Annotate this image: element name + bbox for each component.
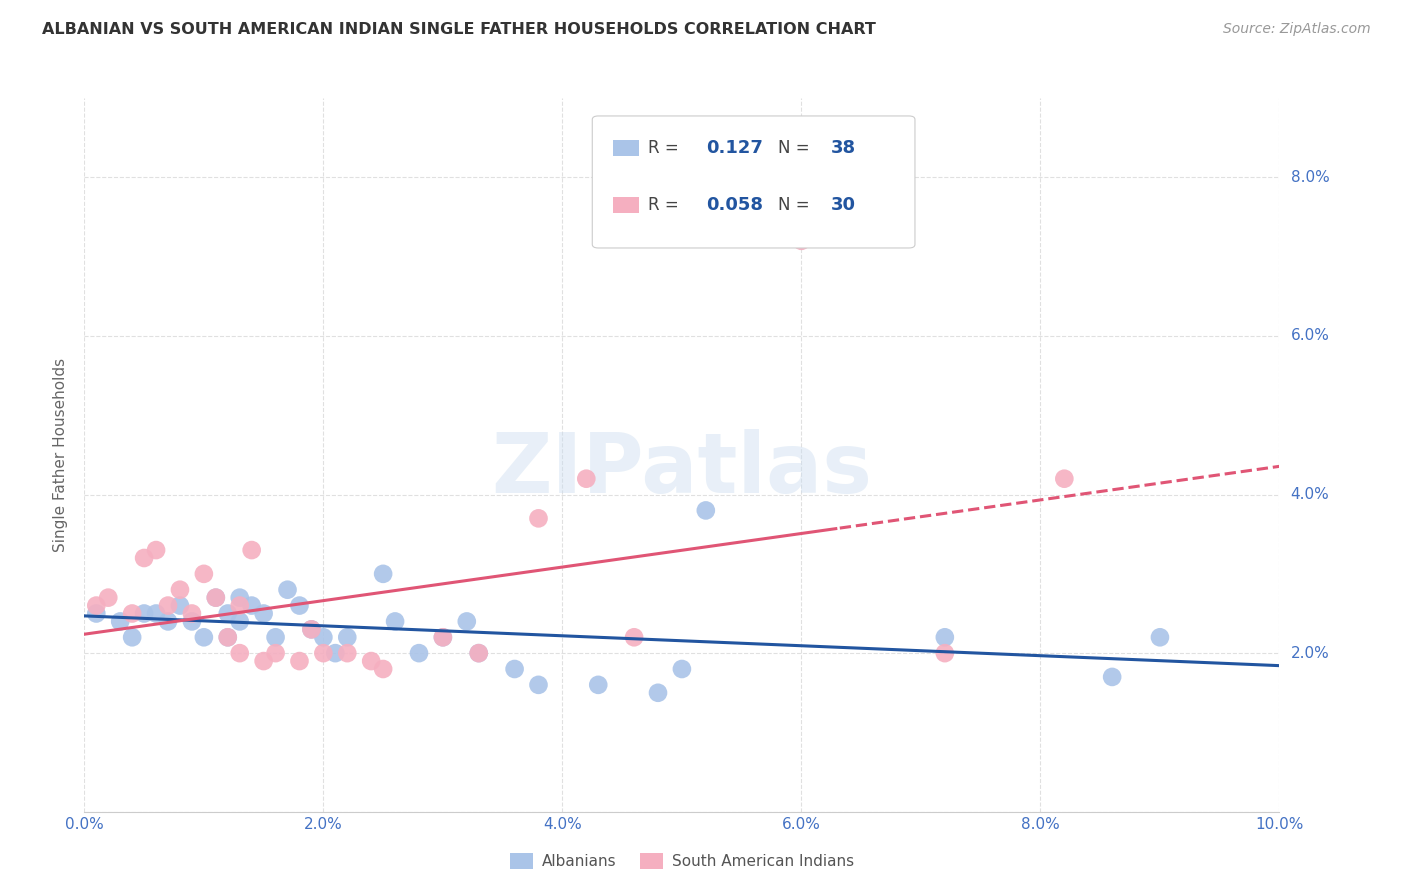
Point <box>468 646 491 660</box>
Point <box>288 654 311 668</box>
Point <box>1053 472 1076 486</box>
Text: 38: 38 <box>831 139 856 157</box>
Point <box>180 607 202 621</box>
Point <box>336 646 359 660</box>
Point <box>217 630 239 644</box>
Point <box>301 623 323 637</box>
Point <box>432 630 454 644</box>
Point <box>240 543 263 558</box>
Point <box>157 599 180 613</box>
Point <box>193 566 215 581</box>
FancyBboxPatch shape <box>613 197 638 213</box>
Point <box>110 615 132 629</box>
Point <box>588 678 610 692</box>
Point <box>253 607 276 621</box>
Point <box>408 646 430 660</box>
Point <box>86 607 108 621</box>
Point <box>253 654 276 668</box>
Point <box>312 646 335 660</box>
FancyBboxPatch shape <box>613 140 638 156</box>
Point <box>217 607 239 621</box>
Legend: Albanians, South American Indians: Albanians, South American Indians <box>503 847 860 875</box>
Text: 4.0%: 4.0% <box>1291 487 1329 502</box>
Point <box>145 543 167 558</box>
Point <box>228 615 252 629</box>
Point <box>575 472 598 486</box>
Point <box>527 678 550 692</box>
Point <box>1101 670 1123 684</box>
Point <box>264 646 287 660</box>
Point <box>264 630 287 644</box>
Point <box>934 630 956 644</box>
Point <box>132 551 156 566</box>
Point <box>312 630 335 644</box>
Point <box>301 623 323 637</box>
Point <box>228 599 252 613</box>
Point <box>288 599 311 613</box>
Point <box>205 591 228 605</box>
Point <box>86 599 108 613</box>
Text: 2.0%: 2.0% <box>1291 646 1329 661</box>
Point <box>371 662 394 676</box>
Point <box>323 646 347 660</box>
Point <box>217 630 239 644</box>
Point <box>121 607 143 621</box>
Point <box>336 630 359 644</box>
Point <box>695 503 717 517</box>
Text: N =: N = <box>778 196 808 214</box>
Point <box>121 630 143 644</box>
Point <box>1149 630 1171 644</box>
Text: 30: 30 <box>831 196 856 214</box>
Text: R =: R = <box>648 196 679 214</box>
Point <box>790 234 813 248</box>
Point <box>228 646 252 660</box>
Point <box>240 599 263 613</box>
Point <box>228 591 252 605</box>
Point <box>157 615 180 629</box>
Point <box>169 582 191 597</box>
Point <box>193 630 215 644</box>
Point <box>432 630 454 644</box>
Text: 6.0%: 6.0% <box>1291 328 1330 343</box>
Point <box>468 646 491 660</box>
FancyBboxPatch shape <box>592 116 915 248</box>
Text: R =: R = <box>648 139 679 157</box>
Text: 0.058: 0.058 <box>706 196 763 214</box>
Point <box>371 566 394 581</box>
Point <box>623 630 645 644</box>
Point <box>169 599 191 613</box>
Point <box>132 607 156 621</box>
Point <box>276 582 298 597</box>
Text: ALBANIAN VS SOUTH AMERICAN INDIAN SINGLE FATHER HOUSEHOLDS CORRELATION CHART: ALBANIAN VS SOUTH AMERICAN INDIAN SINGLE… <box>42 22 876 37</box>
Text: 8.0%: 8.0% <box>1291 169 1329 185</box>
Point <box>503 662 526 676</box>
Point <box>205 591 228 605</box>
Point <box>671 662 693 676</box>
Point <box>647 686 669 700</box>
Point <box>145 607 167 621</box>
Point <box>180 615 202 629</box>
Point <box>97 591 120 605</box>
Text: 0.127: 0.127 <box>706 139 762 157</box>
Text: ZIPatlas: ZIPatlas <box>492 429 872 509</box>
Y-axis label: Single Father Households: Single Father Households <box>53 358 69 552</box>
Point <box>384 615 406 629</box>
Text: Source: ZipAtlas.com: Source: ZipAtlas.com <box>1223 22 1371 37</box>
Point <box>527 511 550 525</box>
Point <box>360 654 382 668</box>
Point <box>934 646 956 660</box>
Point <box>456 615 478 629</box>
Text: N =: N = <box>778 139 808 157</box>
